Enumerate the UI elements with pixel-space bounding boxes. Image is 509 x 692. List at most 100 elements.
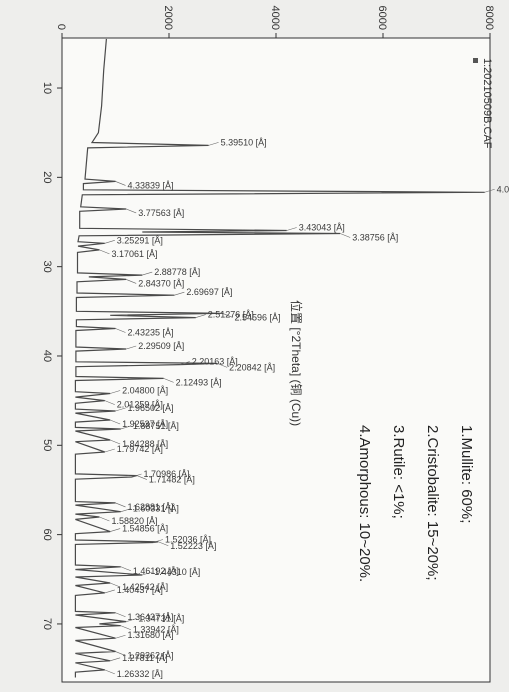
peak-leader [126, 208, 137, 214]
peak-leader [99, 516, 110, 522]
peak-leader [131, 473, 142, 478]
peak-leader [163, 378, 174, 383]
peak-label: 1.60331 [Å] [133, 504, 179, 514]
peak-leader [115, 634, 126, 639]
peak-leader [115, 407, 126, 412]
peak-label: 2.43235 [Å] [128, 327, 174, 337]
peak-leader [110, 582, 121, 588]
peak-label: 3.77563 [Å] [138, 208, 184, 218]
xrd-trace [74, 38, 485, 678]
peak-label: 1.33942 [Å] [133, 625, 179, 635]
peak-leader [110, 419, 121, 425]
peak-label: 1.44310 [Å] [154, 567, 200, 577]
peak-label: 2.20163 [Å] [192, 357, 238, 367]
peak-label: 1.27811 [Å] [122, 653, 167, 663]
peak-leader [104, 400, 115, 405]
peak-leader [179, 361, 190, 365]
peak-leader [115, 502, 126, 508]
peak-leader [222, 313, 233, 318]
peak-label: 2.69697 [Å] [186, 287, 232, 297]
peak-leader [126, 345, 137, 350]
peak-leader [174, 291, 185, 296]
peak-label: 1.26332 [Å] [117, 669, 163, 679]
peak-leader [104, 240, 115, 244]
peak-leader [152, 539, 164, 543]
peak-leader [142, 271, 153, 276]
peak-leader [104, 448, 115, 453]
peak-leader [110, 390, 121, 394]
peak-label: 2.12493 [Å] [176, 377, 222, 387]
peak-label: 3.43043 [Å] [299, 222, 345, 232]
peak-label: 2.04800 [Å] [122, 385, 168, 395]
peak-label: 4.33839 [Å] [128, 180, 174, 190]
y-tick-label: 8000 [483, 6, 495, 30]
peak-label: 1.88751 [Å] [133, 421, 179, 431]
peak-leader [142, 571, 153, 576]
x-axis-label: 位置 [°2Theta] (铜 (Cu)) [289, 300, 304, 426]
peak-leader [126, 618, 137, 622]
peak-label: 2.01259 [Å] [117, 400, 163, 410]
x-tick-label: 30 [41, 261, 53, 273]
peak-leader [120, 508, 131, 512]
y-tick-label: 0 [55, 24, 67, 30]
y-tick-label: 4000 [269, 6, 281, 30]
x-tick-label: 70 [41, 618, 53, 630]
peak-leader [158, 541, 169, 547]
peak-label: 1.52223 [Å] [170, 541, 216, 551]
peak-label: 2.20842 [Å] [229, 362, 275, 372]
peak-leader [126, 279, 137, 284]
peak-leader [104, 589, 115, 594]
peak-leader [120, 566, 131, 572]
peak-label: 1.70986 [Å] [144, 469, 190, 479]
peak-label: 2.88778 [Å] [154, 267, 200, 277]
peak-label: 1.96502 [Å] [128, 403, 174, 413]
peak-label: 3.25291 [Å] [117, 235, 163, 245]
peak-leader [110, 528, 121, 532]
legend-marker [473, 58, 478, 63]
y-tick-label: 6000 [376, 6, 388, 30]
peak-leader [115, 181, 126, 186]
peak-leader [115, 328, 126, 333]
peak-leader [120, 425, 131, 430]
peak-label: 5.39510 [Å] [221, 137, 267, 147]
peak-label: 1.31680 [Å] [128, 630, 174, 640]
peak-label: 1.84288 [Å] [122, 439, 168, 449]
peak-label: 1.40437 [Å] [117, 585, 163, 595]
peak-leader [99, 249, 110, 255]
peak-leader [120, 625, 131, 631]
peak-label: 4.09757 [Å] [497, 184, 509, 194]
peak-label: 3.38756 [Å] [352, 233, 398, 243]
peak-label: 2.84370 [Å] [138, 278, 184, 288]
peak-leader [340, 233, 351, 238]
peak-leader [217, 363, 228, 368]
peak-label: 2.29509 [Å] [138, 341, 184, 351]
peak-leader [484, 188, 495, 193]
peak-label: 1.29362 [Å] [128, 651, 174, 661]
composition-note: 1.Mullite: 60%; [458, 425, 475, 523]
peak-leader [115, 612, 126, 618]
peak-label: 1.34731 [Å] [138, 614, 184, 624]
peak-leader [136, 475, 148, 480]
peak-label: 1.79742 [Å] [117, 444, 163, 454]
peak-leader [208, 142, 219, 146]
peak-label: 1.58820 [Å] [111, 516, 157, 526]
peak-label: 1.36437 [Å] [128, 612, 174, 622]
peak-leader [104, 669, 115, 675]
peak-leader [286, 227, 297, 231]
peak-leader [110, 439, 121, 445]
x-tick-label: 60 [41, 528, 53, 540]
x-tick-label: 50 [41, 439, 53, 451]
peak-label: 1.92537 [Å] [122, 419, 168, 429]
y-tick-label: 2000 [162, 6, 174, 30]
peak-label: 2.51276 [Å] [208, 310, 254, 320]
x-tick-label: 20 [41, 171, 53, 183]
peak-label: 1.52036 [Å] [165, 534, 211, 544]
peak-label: 1.71482 [Å] [149, 475, 195, 485]
peak-label: 2.54596 [Å] [235, 312, 281, 322]
composition-note: 4.Amorphous: 10~20%. [356, 425, 373, 582]
peak-label: 3.17061 [Å] [111, 249, 157, 259]
peak-leader [110, 657, 121, 662]
peak-leader [195, 314, 206, 318]
x-tick-label: 10 [41, 82, 53, 94]
